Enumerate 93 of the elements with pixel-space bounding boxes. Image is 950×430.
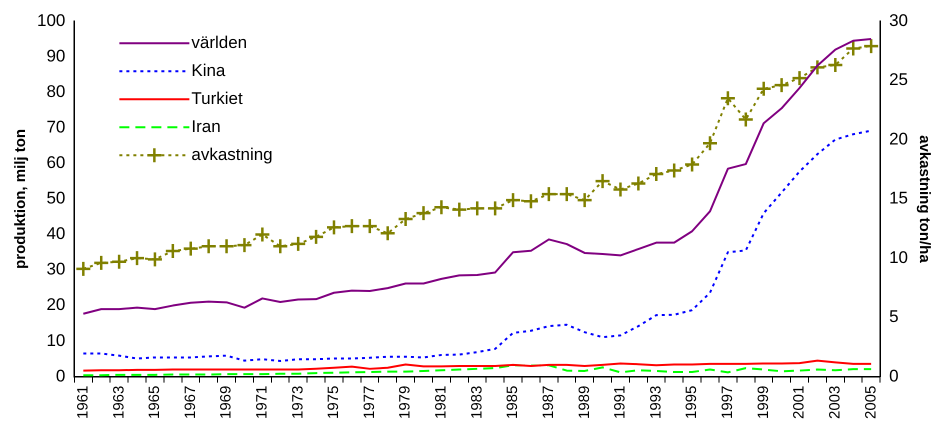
point	[379, 225, 396, 242]
point	[684, 156, 700, 173]
point	[504, 192, 522, 208]
y-tick-label: 90	[46, 46, 66, 66]
point	[522, 193, 540, 210]
point	[630, 175, 647, 192]
line-series	[82, 364, 872, 376]
x-tick-label: 1983	[468, 386, 486, 420]
point	[344, 218, 360, 234]
y-tick-label: 50	[46, 188, 66, 208]
point	[738, 111, 754, 128]
legend-label: Turkiet	[191, 88, 243, 108]
point	[666, 162, 682, 179]
legend-label: Kina	[191, 60, 226, 80]
x-tick-label: 1989	[576, 386, 593, 420]
point	[791, 70, 808, 86]
x-tick-label: 1987	[540, 386, 557, 420]
point	[218, 238, 235, 255]
y-tick-label: 0	[56, 366, 66, 386]
point	[272, 238, 289, 255]
y-tick-label: 70	[46, 118, 66, 137]
point	[844, 40, 862, 57]
x-tick-label: 1971	[254, 386, 271, 420]
point	[755, 80, 772, 97]
point	[433, 198, 450, 216]
x-tick-label: 2005	[862, 386, 880, 420]
point	[594, 172, 611, 190]
point	[290, 236, 306, 252]
y-tick-label: 40	[46, 224, 66, 244]
point	[92, 254, 110, 272]
y2-tick-label: 0	[889, 366, 899, 386]
x-tick-label: 1965	[146, 386, 164, 420]
point	[540, 186, 558, 202]
point	[254, 226, 271, 243]
x-tick-label: 1991	[612, 386, 629, 420]
point	[773, 76, 790, 94]
y2-tick-label: 30	[889, 10, 908, 30]
point	[648, 166, 665, 182]
point	[720, 90, 736, 106]
x-tick-label: 1981	[432, 386, 450, 420]
x-tick-label: 1961	[74, 386, 92, 420]
point	[308, 228, 324, 246]
legend-label: Iran	[191, 116, 221, 136]
x-tick-label: 1973	[289, 386, 306, 420]
x-tick-label: 1969	[218, 386, 235, 420]
x-tick-label: 1985	[504, 386, 522, 420]
x-tick-label: 1993	[647, 386, 664, 420]
x-tick-label: 2001	[790, 386, 808, 420]
x-tick-label: 1963	[110, 386, 128, 420]
x-tick-label: 1979	[396, 386, 414, 420]
point	[468, 200, 486, 217]
x-tick-label: 1975	[325, 386, 342, 420]
y-tick-label: 100	[36, 10, 66, 30]
point	[128, 250, 146, 266]
point	[110, 253, 128, 270]
y2-tick-label: 15	[889, 188, 908, 208]
x-tick-label: 1995	[683, 386, 700, 420]
point	[451, 201, 468, 218]
point	[558, 186, 576, 202]
point	[164, 242, 182, 260]
y2-tick-label: 25	[889, 70, 908, 90]
point	[362, 218, 378, 234]
point	[75, 260, 92, 278]
point	[415, 204, 432, 222]
y2-tick-label: 5	[889, 307, 899, 326]
point	[182, 240, 199, 257]
legend-label: världen	[191, 32, 248, 52]
y-tick-label: 60	[46, 153, 66, 172]
point	[827, 56, 844, 74]
x-tick-label: 1967	[182, 386, 199, 420]
y2-tick-label: 10	[889, 248, 908, 267]
y-tick-label: 30	[46, 260, 66, 279]
y2-tick-label: 20	[889, 129, 908, 148]
point	[146, 251, 164, 268]
y-tick-label: 80	[46, 82, 66, 101]
point	[576, 192, 593, 208]
y2-axis-title: avkastning ton/ha	[916, 135, 933, 264]
point	[486, 200, 504, 217]
x-tick-label: 1977	[360, 386, 378, 420]
point	[397, 210, 414, 228]
point	[200, 238, 217, 255]
point	[862, 38, 880, 54]
y-axis-title: produktion, milj ton	[12, 128, 30, 269]
point	[236, 236, 253, 254]
y-tick-label: 10	[46, 330, 66, 350]
x-tick-label: 1999	[754, 386, 772, 420]
point	[702, 134, 718, 152]
legend-label: avkastning	[191, 144, 273, 164]
point	[612, 181, 629, 198]
y-tick-label: 20	[46, 295, 66, 314]
x-tick-label: 2003	[826, 386, 844, 420]
x-tick-label: 1997	[719, 386, 736, 420]
point	[326, 219, 342, 236]
